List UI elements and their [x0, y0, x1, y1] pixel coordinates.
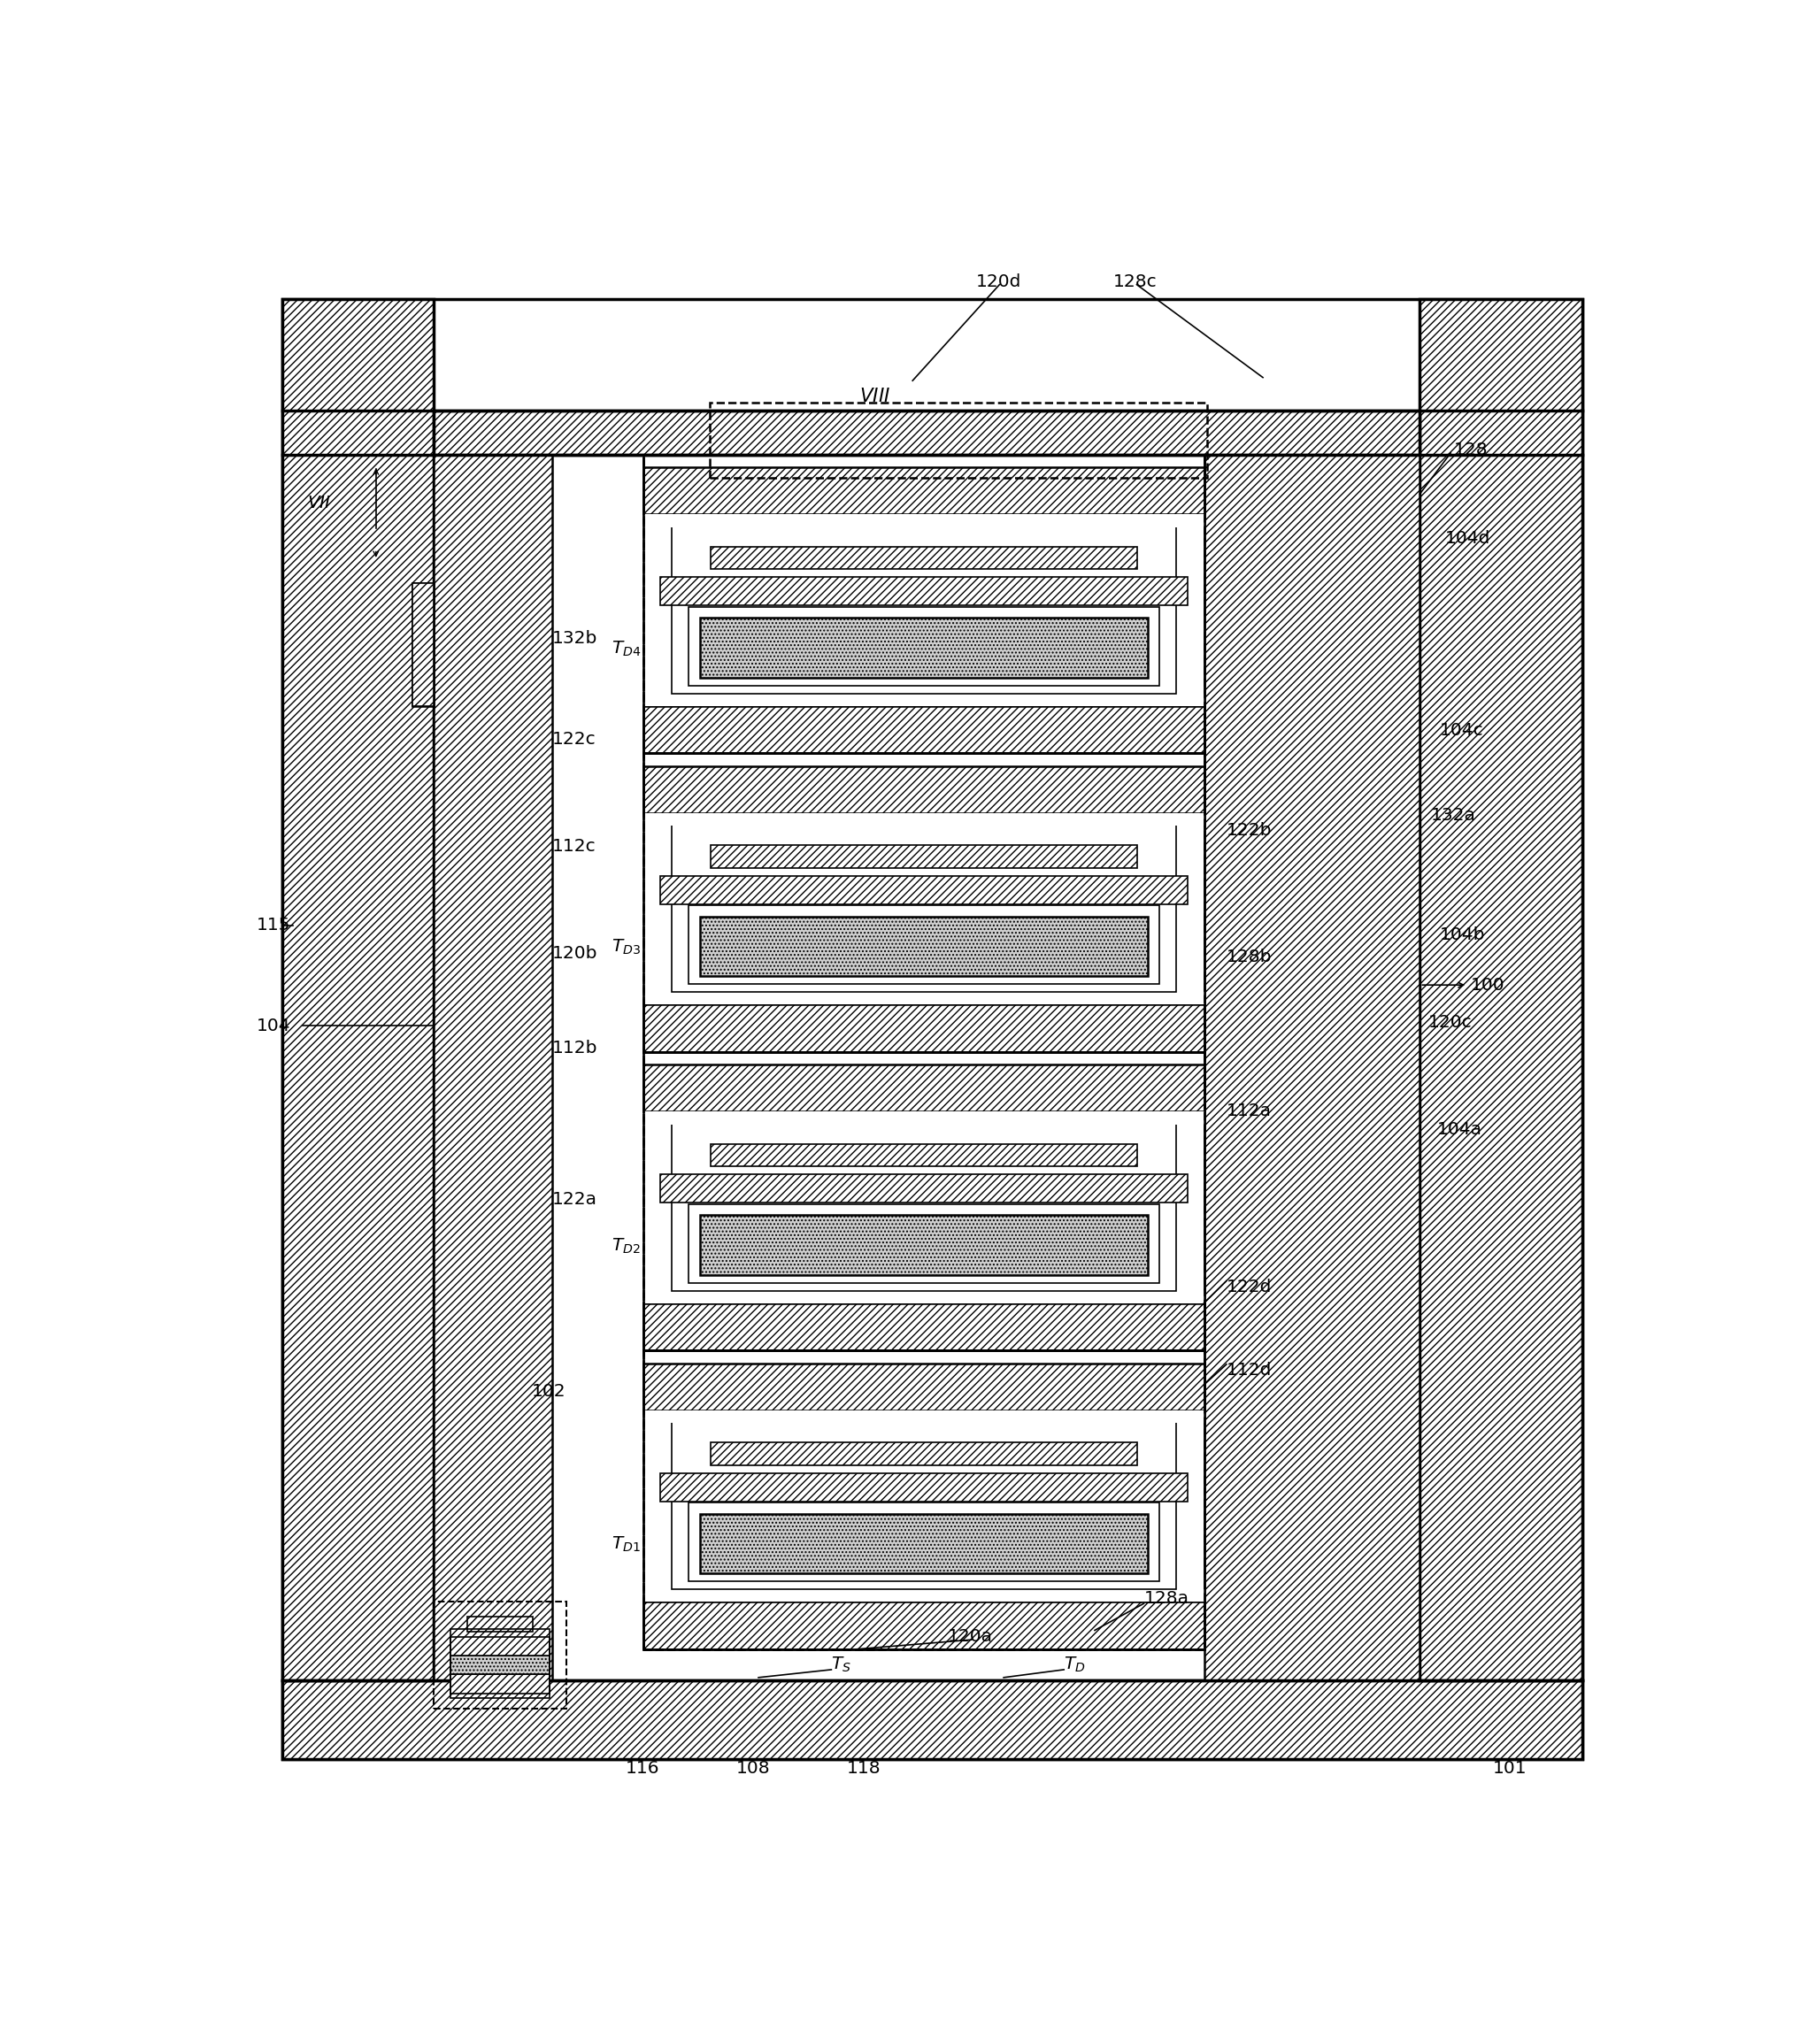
Bar	[450, 1674, 550, 1692]
Bar	[644, 468, 1204, 515]
Bar	[689, 1204, 1159, 1284]
Bar	[660, 875, 1188, 903]
Bar	[644, 1065, 1204, 1112]
Bar	[644, 454, 1204, 754]
Bar	[644, 1053, 1204, 1351]
Text: 104b: 104b	[1439, 926, 1484, 942]
Bar	[644, 1410, 1204, 1423]
Bar	[644, 705, 1204, 754]
Text: 122a: 122a	[553, 1192, 598, 1208]
Bar	[671, 814, 1175, 991]
Text: 122d: 122d	[1226, 1280, 1271, 1296]
Bar	[412, 583, 434, 705]
Bar	[671, 1112, 1175, 1290]
Bar	[709, 403, 1208, 478]
Text: 120d: 120d	[976, 274, 1022, 290]
Text: 112c: 112c	[553, 838, 597, 854]
Text: $T_{D4}$: $T_{D4}$	[611, 640, 640, 658]
Bar	[282, 1680, 1582, 1760]
Bar	[644, 515, 1204, 527]
Text: $T_{D3}$: $T_{D3}$	[611, 938, 640, 957]
Bar	[1204, 454, 1419, 1680]
Bar	[644, 1351, 1204, 1650]
Text: 120a: 120a	[947, 1629, 993, 1645]
Text: 104d: 104d	[1445, 529, 1490, 546]
Bar	[644, 1590, 1204, 1602]
Text: 132b: 132b	[553, 630, 598, 648]
Bar	[700, 1515, 1148, 1574]
Bar	[644, 1304, 1204, 1351]
Bar	[466, 1617, 533, 1631]
Text: $T_{D2}$: $T_{D2}$	[611, 1237, 640, 1255]
Text: 128b: 128b	[1226, 948, 1273, 965]
Bar	[644, 693, 1204, 705]
Text: 122b: 122b	[1226, 822, 1273, 840]
Text: 112d: 112d	[1226, 1361, 1271, 1380]
Bar	[412, 583, 434, 705]
Text: $T_S$: $T_S$	[832, 1656, 852, 1674]
Bar	[660, 576, 1188, 605]
Bar	[1419, 298, 1582, 1680]
Bar	[644, 1290, 1204, 1304]
Text: 108: 108	[736, 1760, 770, 1776]
Text: 120b: 120b	[553, 944, 598, 963]
Text: 116: 116	[626, 1760, 660, 1776]
Bar	[671, 1410, 1175, 1590]
Bar	[644, 1602, 1204, 1650]
Bar	[644, 754, 1204, 1053]
Text: 128: 128	[1454, 442, 1488, 458]
Bar	[644, 991, 1204, 1006]
Text: $T_D$: $T_D$	[1063, 1656, 1085, 1674]
Bar	[644, 454, 1204, 1650]
Bar	[700, 617, 1148, 679]
Bar	[711, 1443, 1137, 1466]
Bar	[282, 298, 434, 1680]
Text: 101: 101	[1492, 1760, 1526, 1776]
Bar	[450, 1629, 550, 1699]
Bar	[434, 454, 553, 1680]
Text: 122c: 122c	[553, 732, 597, 748]
Text: 104a: 104a	[1437, 1122, 1483, 1139]
Bar	[711, 844, 1137, 869]
Bar	[689, 607, 1159, 685]
Bar	[450, 1637, 550, 1656]
Text: 115: 115	[257, 918, 291, 934]
Bar	[711, 1145, 1137, 1167]
Text: $T_{D1}$: $T_{D1}$	[611, 1535, 640, 1553]
Bar	[644, 814, 1204, 826]
Bar	[689, 905, 1159, 985]
Bar	[644, 1363, 1204, 1410]
Bar	[711, 546, 1137, 568]
Text: 128c: 128c	[1114, 274, 1157, 290]
Bar	[700, 1216, 1148, 1275]
Text: $VII$: $VII$	[307, 495, 331, 511]
Text: 132a: 132a	[1432, 807, 1475, 824]
Text: 112a: 112a	[1226, 1102, 1271, 1120]
Bar	[700, 916, 1148, 977]
Bar	[450, 1656, 550, 1674]
Text: 104c: 104c	[1439, 722, 1483, 738]
Bar	[671, 515, 1175, 693]
Text: 118: 118	[846, 1760, 880, 1776]
Bar	[644, 766, 1204, 814]
Bar	[434, 1602, 566, 1709]
Text: $VIII$: $VIII$	[859, 388, 891, 405]
Text: 128a: 128a	[1144, 1590, 1190, 1607]
Bar	[644, 1112, 1204, 1124]
Bar	[434, 411, 1419, 454]
Text: 112b: 112b	[553, 1040, 598, 1057]
Text: 100: 100	[1470, 977, 1504, 993]
Bar	[660, 1474, 1188, 1500]
Bar	[660, 1173, 1188, 1202]
Text: 104: 104	[257, 1018, 291, 1034]
Text: 120c: 120c	[1428, 1014, 1472, 1030]
Text: 102: 102	[532, 1382, 566, 1400]
Bar	[644, 1006, 1204, 1053]
Bar	[689, 1502, 1159, 1582]
